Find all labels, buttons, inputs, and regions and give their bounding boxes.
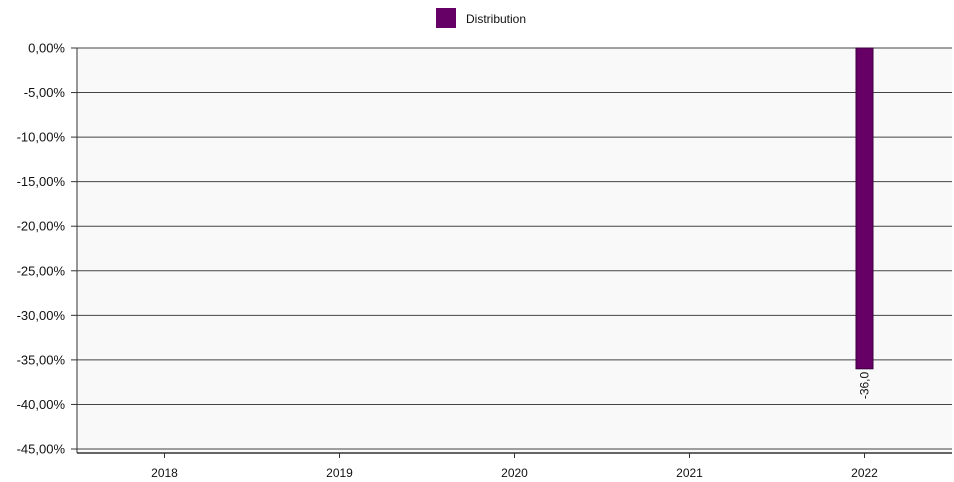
bar-2022 — [855, 47, 874, 370]
y-tick-label: -40,00% — [17, 397, 66, 412]
x-tick-label: 2022 — [851, 466, 878, 480]
y-tick-label: -35,00% — [17, 352, 66, 367]
x-tick-label: 2019 — [326, 466, 353, 480]
gridlines — [77, 47, 952, 450]
y-tick-label: -30,00% — [17, 308, 66, 323]
bars — [855, 47, 874, 370]
x-tick-label: 2020 — [501, 466, 528, 480]
y-axis-tick-labels: 0,00% -5,00% -10,00% -15,00% -20,00% -25,00% -… — [17, 41, 66, 457]
y-tick-label: -15,00% — [17, 174, 66, 189]
legend-label-distribution: Distribution — [466, 12, 526, 26]
y-tick-label: -10,00% — [17, 130, 66, 145]
y-tick-label: 0,00% — [28, 41, 65, 56]
y-tick-label: -45,00% — [17, 442, 66, 457]
y-tick-label: -25,00% — [17, 263, 66, 278]
y-tick-label: -5,00% — [24, 85, 66, 100]
plot-area — [77, 48, 952, 453]
x-tick-label: 2021 — [676, 466, 703, 480]
x-axis-tick-labels: 2018 2019 2020 2021 2022 — [151, 466, 878, 480]
axes — [71, 47, 952, 458]
legend-swatch-distribution — [436, 8, 456, 28]
legend: Distribution — [436, 8, 526, 28]
y-tick-label: -20,00% — [17, 219, 66, 234]
x-tick-label: 2018 — [151, 466, 178, 480]
data-labels: -36,0 — [858, 371, 872, 399]
data-label-2022: -36,0 — [858, 371, 872, 399]
